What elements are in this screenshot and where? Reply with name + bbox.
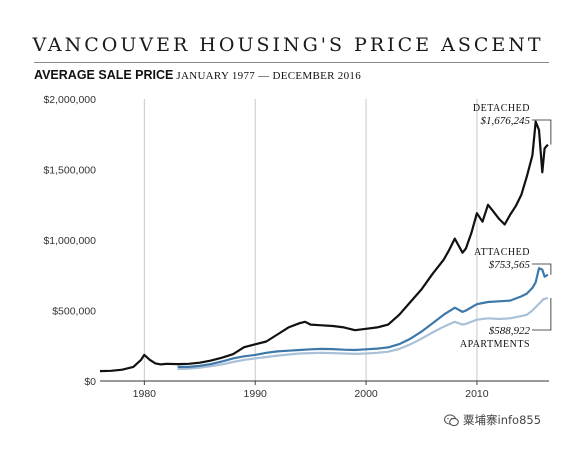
y-tick-label: $2,000,000 bbox=[43, 94, 96, 106]
apartments-annotation-leader bbox=[532, 297, 552, 331]
x-tick-label: 2010 bbox=[465, 388, 489, 400]
y-tick-label: $1,000,000 bbox=[43, 235, 96, 247]
chart-title: VANCOUVER HOUSING'S PRICE ASCENT bbox=[32, 34, 544, 56]
x-tick-label: 1980 bbox=[133, 388, 157, 400]
y-tick-label: $0 bbox=[84, 376, 96, 388]
x-tick-label: 1990 bbox=[244, 388, 268, 400]
title-rule bbox=[34, 62, 549, 63]
detached-annotation-value: $1,676,245 bbox=[481, 115, 531, 127]
detached-annotation-leader bbox=[532, 119, 552, 145]
watermark: 粟埔寨info855 bbox=[444, 412, 541, 428]
subtitle-main: AVERAGE SALE PRICE bbox=[34, 68, 174, 82]
wechat-icon bbox=[444, 413, 459, 426]
attached-annotation-value: $753,565 bbox=[489, 259, 531, 271]
apartments-annotation-label: APARTMENTS bbox=[460, 339, 530, 350]
series-line-detached bbox=[99, 120, 549, 373]
attached-annotation-leader bbox=[532, 263, 552, 275]
x-tick-label: 2000 bbox=[354, 388, 378, 400]
subtitle-date-range: JANUARY 1977 — DECEMBER 2016 bbox=[176, 70, 361, 82]
watermark-text: 粟埔寨info855 bbox=[463, 413, 542, 427]
series-line-apartments bbox=[177, 296, 549, 371]
detached-annotation-label: DETACHED bbox=[473, 103, 530, 114]
apartments-annotation-value: $588,922 bbox=[489, 325, 531, 337]
series-line-attached bbox=[177, 267, 549, 368]
y-tick-label: $500,000 bbox=[52, 306, 96, 318]
y-tick-label: $1,500,000 bbox=[43, 165, 96, 177]
attached-annotation-label: ATTACHED bbox=[474, 247, 530, 258]
chart-subtitle: AVERAGE SALE PRICE JANUARY 1977 — DECEMB… bbox=[34, 68, 361, 83]
